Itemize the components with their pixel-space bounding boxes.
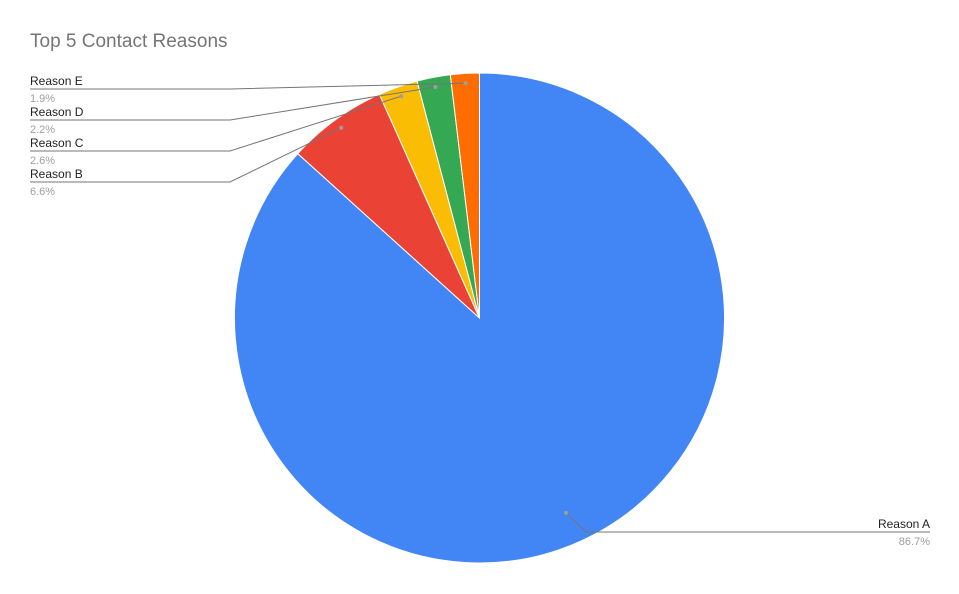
slice-percent-reason-c: 2.6% — [30, 155, 55, 167]
slice-percent-reason-e: 1.9% — [30, 93, 55, 105]
pie-slice-reason-a — [234, 72, 725, 564]
slice-label-reason-b: Reason B — [30, 167, 83, 181]
slice-label-reason-e: Reason E — [30, 74, 83, 88]
leader-dot-reason-a — [563, 510, 568, 515]
leader-dot-reason-c — [399, 94, 404, 99]
slice-label-reason-c: Reason C — [30, 136, 84, 150]
slice-label-reason-a: Reason A — [878, 517, 930, 531]
leader-line-reason-b — [30, 127, 342, 183]
leader-dot-reason-d — [433, 84, 438, 89]
leader-dot-reason-e — [463, 81, 468, 86]
leader-dot-reason-b — [339, 125, 344, 130]
slice-percent-reason-a: 86.7% — [899, 536, 930, 548]
leader-line-reason-e — [30, 82, 466, 90]
chart-title: Top 5 Contact Reasons — [30, 31, 228, 52]
slice-percent-reason-b: 6.6% — [30, 186, 55, 198]
slice-percent-reason-d: 2.2% — [30, 124, 55, 136]
leader-line-reason-c — [30, 95, 402, 152]
leader-line-reason-d — [30, 86, 436, 121]
leader-line-reason-a — [565, 512, 930, 533]
pie-slices — [234, 72, 725, 564]
slice-label-reason-d: Reason D — [30, 105, 84, 119]
pie-labels: Reason A 86.7% Reason B 6.6% Reason C 2.6% Rea… — [30, 74, 930, 548]
pie-slice-reason-e — [449, 72, 480, 319]
